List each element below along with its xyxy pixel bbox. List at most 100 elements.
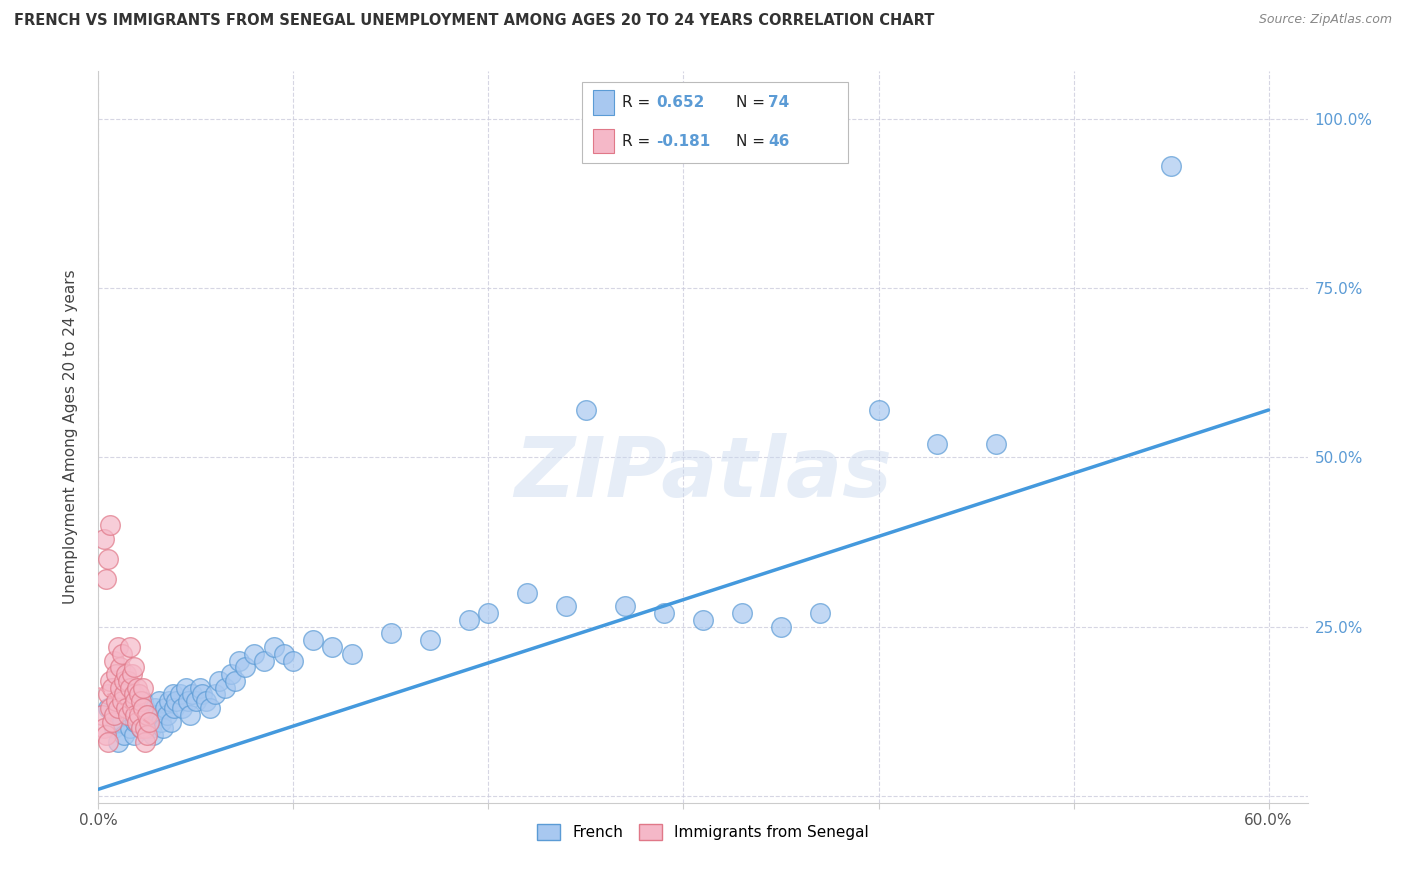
Point	[169, 688, 191, 702]
Point	[132, 694, 155, 708]
Point	[419, 633, 441, 648]
Point	[103, 707, 125, 722]
Point	[108, 681, 131, 695]
Point	[98, 673, 121, 688]
Point	[134, 735, 156, 749]
Text: FRENCH VS IMMIGRANTS FROM SENEGAL UNEMPLOYMENT AMONG AGES 20 TO 24 YEARS CORRELA: FRENCH VS IMMIGRANTS FROM SENEGAL UNEMPL…	[14, 13, 935, 29]
Point	[152, 721, 174, 735]
Point	[204, 688, 226, 702]
Point	[136, 714, 159, 729]
Point	[97, 701, 120, 715]
Point	[188, 681, 211, 695]
Point	[128, 688, 150, 702]
Point	[121, 701, 143, 715]
Point	[131, 694, 153, 708]
Point	[136, 728, 159, 742]
Point	[243, 647, 266, 661]
Point	[233, 660, 256, 674]
Point	[111, 647, 134, 661]
Point	[104, 694, 127, 708]
Point	[124, 714, 146, 729]
Point	[143, 701, 166, 715]
Point	[117, 707, 139, 722]
Point	[302, 633, 325, 648]
Point	[198, 701, 221, 715]
Text: ZIPatlas: ZIPatlas	[515, 434, 891, 514]
Point	[117, 673, 139, 688]
Point	[172, 701, 194, 715]
Point	[136, 707, 159, 722]
Point	[117, 707, 139, 722]
Point	[114, 667, 136, 681]
Point	[122, 728, 145, 742]
Point	[731, 606, 754, 620]
Point	[163, 701, 186, 715]
Point	[808, 606, 831, 620]
Point	[692, 613, 714, 627]
Point	[380, 626, 402, 640]
Y-axis label: Unemployment Among Ages 20 to 24 years: Unemployment Among Ages 20 to 24 years	[63, 269, 77, 605]
Point	[156, 707, 179, 722]
Point	[91, 707, 114, 722]
Point	[128, 707, 150, 722]
Point	[118, 721, 141, 735]
Point	[101, 714, 124, 729]
Point	[127, 714, 149, 729]
Point	[208, 673, 231, 688]
Point	[108, 660, 131, 674]
Point	[153, 701, 176, 715]
Point	[194, 694, 217, 708]
Point	[131, 721, 153, 735]
Point	[174, 681, 197, 695]
Point	[555, 599, 578, 614]
Point	[614, 599, 637, 614]
Point	[132, 701, 155, 715]
Point	[179, 707, 201, 722]
Point	[138, 714, 160, 729]
Point	[112, 688, 135, 702]
Point	[984, 437, 1007, 451]
Point	[149, 714, 172, 729]
Point	[1160, 159, 1182, 173]
Point	[107, 735, 129, 749]
Point	[97, 735, 120, 749]
Point	[769, 620, 792, 634]
Point	[111, 714, 134, 729]
Point	[925, 437, 948, 451]
Point	[263, 640, 285, 654]
Point	[121, 701, 143, 715]
Point	[122, 660, 145, 674]
Point	[148, 694, 170, 708]
Point	[118, 640, 141, 654]
Point	[131, 721, 153, 735]
Point	[165, 694, 187, 708]
Point	[101, 681, 124, 695]
Point	[219, 667, 242, 681]
Point	[191, 688, 214, 702]
Text: Source: ZipAtlas.com: Source: ZipAtlas.com	[1258, 13, 1392, 27]
Point	[134, 721, 156, 735]
Point	[575, 403, 598, 417]
Point	[103, 721, 125, 735]
Point	[146, 707, 169, 722]
Point	[458, 613, 481, 627]
Point	[122, 688, 145, 702]
Point	[121, 667, 143, 681]
Point	[97, 688, 120, 702]
Point	[93, 721, 115, 735]
Point	[162, 688, 184, 702]
Point	[112, 673, 135, 688]
Point	[139, 721, 162, 735]
Point	[124, 694, 146, 708]
Point	[253, 654, 276, 668]
Point	[138, 707, 160, 722]
Point	[118, 681, 141, 695]
Point	[128, 707, 150, 722]
Point	[107, 701, 129, 715]
Point	[96, 572, 118, 586]
Point	[124, 707, 146, 722]
Point	[516, 586, 538, 600]
Point	[97, 552, 120, 566]
Point	[228, 654, 250, 668]
Point	[181, 688, 204, 702]
